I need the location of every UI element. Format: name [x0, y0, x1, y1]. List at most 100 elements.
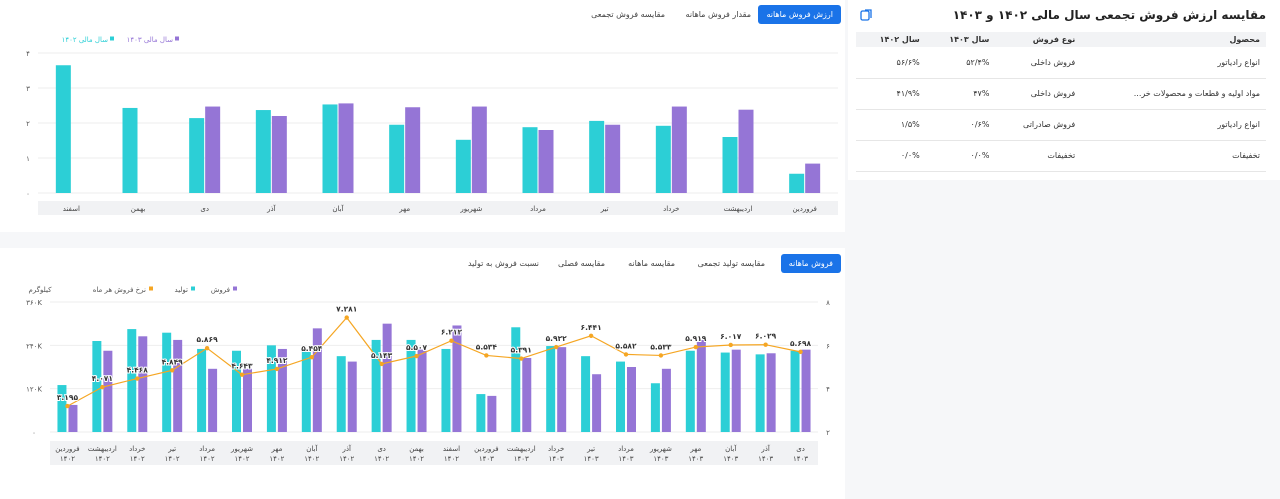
x-tick-label: آبان	[306, 444, 318, 453]
x-tick-label: مرداد	[530, 205, 546, 213]
bar-sales	[173, 339, 183, 432]
bar-production	[546, 346, 556, 432]
bar-1403	[738, 109, 754, 193]
y-left-tick-label: ۱۲۰K	[26, 386, 42, 394]
rate-point	[274, 366, 280, 372]
rate-point	[65, 403, 70, 409]
tab-monthly-sales[interactable]: فروش ماهانه	[780, 254, 841, 273]
x-tick-year: ۱۴۰۲	[60, 455, 75, 463]
x-tick-label: تیر	[586, 445, 595, 453]
bar-production	[197, 348, 207, 432]
y-left-tick-label: ۳۶۰K	[26, 299, 42, 307]
bar-1403	[405, 107, 421, 193]
x-axis-band	[50, 441, 818, 465]
bar-sales	[382, 323, 392, 432]
cell-product: مواد اولیه و قطعات و محصولات خر...	[1081, 78, 1266, 110]
rate-label: ۴.۸۴۹	[162, 357, 184, 366]
table-row: مواد اولیه و قطعات و محصولات خر... فروش د…	[856, 78, 1266, 110]
cell-product: انواع رادیاتور	[1081, 109, 1266, 141]
rate-point	[344, 315, 349, 320]
legend-rate-swatch	[149, 286, 153, 291]
bar-sales	[731, 349, 741, 432]
x-tick-year: ۱۴۰۲	[130, 455, 145, 463]
rate-point	[239, 372, 245, 377]
bar-sales	[696, 339, 706, 432]
bar-1402	[122, 107, 138, 193]
rate-label: ۵.۱۴۳	[371, 351, 393, 360]
export-icon[interactable]	[860, 9, 872, 21]
rate-label: ۵.۳۹۱	[511, 346, 532, 355]
rate-point	[798, 349, 803, 355]
rate-label: ۵.۴۵۴	[301, 344, 323, 353]
rate-label: ۶.۴۴۱	[581, 323, 602, 332]
legend-1402-label: سال مالی ۱۴۰۲	[62, 36, 109, 44]
tab-monthly-value[interactable]: ارزش فروش ماهانه	[758, 5, 841, 24]
rate-point	[484, 353, 489, 358]
y-left-tick-label: ۲۴۰K	[26, 342, 42, 350]
tab-seasonal-comparison[interactable]: مقایسه فصلی	[557, 259, 605, 268]
monthly-sales-chart: فروش تولید نرخ فروش هر ماه کیلوگرم ۰ ۱۲۰K ۲۴۰K…	[26, 285, 830, 465]
x-tick-label: فروردین	[55, 445, 79, 453]
x-tick-label: دی	[377, 445, 386, 453]
bar-1403	[805, 163, 821, 193]
rate-label: ۵.۸۶۹	[197, 335, 219, 344]
bar-production	[476, 394, 486, 432]
x-tick-year: ۱۴۰۲	[95, 455, 110, 463]
tab-monthly-quantity[interactable]: مقدار فروش ماهانه	[685, 10, 751, 19]
tab-sales-production-ratio[interactable]: نسبت فروش به تولید	[467, 259, 539, 268]
x-tick-label: اسفند	[63, 205, 80, 213]
bar-production	[301, 350, 311, 432]
bar-production	[232, 350, 241, 432]
cell-1403: ۰/۶%	[925, 109, 996, 141]
cell-1402: ۱/۵%	[856, 109, 926, 141]
y-right-tick-label: ۶	[826, 342, 830, 350]
x-tick-label: اردیبهشت	[88, 445, 117, 453]
col-sale-type: نوع فروش	[995, 32, 1082, 47]
tab-monthly-comparison[interactable]: مقایسه ماهانه	[628, 259, 675, 268]
x-tick-year: ۱۴۰۲	[444, 455, 459, 463]
rate-point	[763, 342, 768, 347]
x-tick-year: ۱۴۰۲	[234, 455, 249, 463]
rate-point	[414, 353, 419, 359]
rate-label: ۶.۰۱۷	[720, 332, 742, 341]
tab-cumulative-production[interactable]: مقایسه تولید تجمعی	[697, 259, 765, 268]
rate-label: ۴.۴۶۸	[127, 366, 149, 375]
x-tick-year: ۱۴۰۲	[269, 455, 284, 463]
rate-point	[623, 352, 629, 357]
sales-share-card: مقایسه ارزش فروش تجمعی سال مالی ۱۴۰۲ و ۱…	[848, 0, 1280, 180]
bar-1403	[338, 103, 354, 193]
bar-sales	[452, 325, 462, 432]
x-tick-year: ۱۴۰۳	[758, 455, 773, 463]
bar-production	[581, 356, 591, 432]
y-tick-label: ۰	[26, 190, 30, 198]
x-tick-label: دی	[200, 205, 209, 213]
bar-1403	[271, 116, 287, 193]
rate-point	[693, 344, 699, 350]
x-tick-year: ۱۴۰۲	[409, 455, 424, 463]
sales-share-table-wrap: محصول نوع فروش سال ۱۴۰۳ سال ۱۴۰۲ انواع ر…	[856, 32, 1266, 172]
x-tick-label: تیر	[600, 205, 609, 213]
y-tick-label: ۱	[26, 155, 30, 163]
col-1402: سال ۱۴۰۲	[856, 32, 926, 47]
monthly-value-card: ارزش فروش ماهانه مقدار فروش ماهانه مقایس…	[0, 0, 845, 232]
x-tick-label: مهر	[689, 445, 701, 453]
bar-sales	[417, 349, 427, 432]
bar-production	[127, 329, 137, 432]
bar-production	[336, 356, 346, 432]
bar-production	[371, 339, 381, 432]
y-tick-label: ۴	[26, 50, 30, 58]
y-right-tick-label: ۸	[826, 299, 830, 307]
rate-label: ۵.۵۸۲	[615, 341, 637, 350]
bar-production	[406, 339, 416, 432]
table-row: تخفیفات تخفیفات ۰/۰% ۰/۰%	[856, 140, 1266, 172]
rate-label: ۵.۹۱۹	[685, 334, 707, 343]
bar-sales	[312, 328, 322, 432]
x-tick-label: شهریور	[459, 205, 482, 213]
rate-point	[379, 361, 384, 367]
x-tick-label: آذر	[760, 444, 770, 453]
bar-sales	[208, 368, 218, 432]
x-tick-label: اردیبهشت	[507, 445, 536, 453]
bar-production	[441, 348, 451, 432]
x-tick-label: اسفند	[443, 445, 460, 453]
tab-cumulative-comparison[interactable]: مقایسه فروش تجمعی	[591, 10, 665, 19]
